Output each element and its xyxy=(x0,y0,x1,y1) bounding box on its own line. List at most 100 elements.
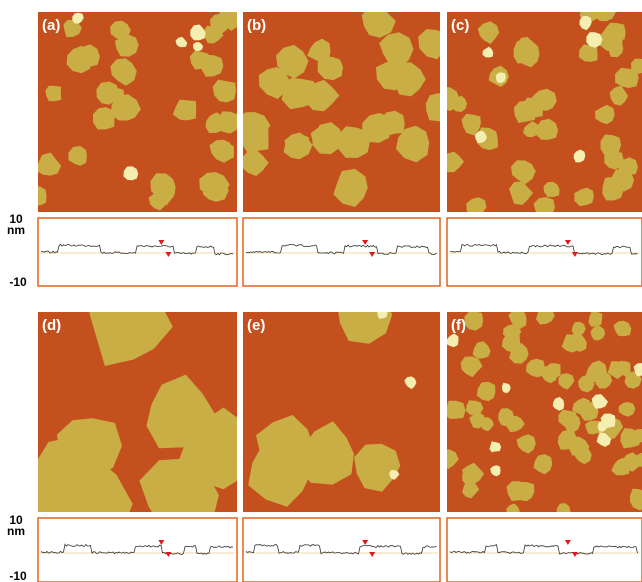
island xyxy=(480,417,494,432)
island xyxy=(558,409,578,429)
island xyxy=(123,166,139,181)
island xyxy=(172,99,197,121)
cursor-marker xyxy=(564,240,571,245)
island xyxy=(354,443,401,492)
cursor-marker xyxy=(571,252,578,257)
cursor-marker xyxy=(362,240,369,245)
profile-trace xyxy=(449,544,638,555)
island xyxy=(533,197,555,212)
island xyxy=(510,160,536,185)
island xyxy=(502,324,522,340)
profile-trace xyxy=(450,243,638,255)
island xyxy=(575,446,592,465)
island xyxy=(361,12,396,38)
island xyxy=(569,333,587,352)
profile-box xyxy=(37,217,238,287)
island xyxy=(317,56,344,81)
island xyxy=(212,79,236,103)
island xyxy=(310,126,334,151)
island xyxy=(217,143,235,161)
island xyxy=(256,415,314,477)
cursor-marker xyxy=(165,252,172,257)
afm-image xyxy=(447,12,642,212)
island xyxy=(618,157,638,176)
island xyxy=(114,34,139,57)
island xyxy=(536,312,555,325)
cursor-marker xyxy=(158,540,165,545)
axis-top: 10 xyxy=(9,212,23,226)
island xyxy=(465,400,484,417)
island xyxy=(203,25,224,44)
island xyxy=(535,118,559,140)
afm-image xyxy=(38,12,237,212)
island xyxy=(489,441,502,453)
island xyxy=(404,376,417,390)
island xyxy=(600,413,616,429)
cursor-marker xyxy=(362,540,369,545)
profile-box xyxy=(37,517,238,582)
island xyxy=(45,85,62,102)
island xyxy=(607,361,625,380)
island xyxy=(574,187,594,207)
island xyxy=(150,173,176,198)
island xyxy=(193,42,204,52)
panel-label: (a) xyxy=(42,17,60,34)
island xyxy=(586,32,603,48)
island xyxy=(89,312,173,366)
island xyxy=(177,407,237,490)
island xyxy=(498,408,515,427)
island xyxy=(110,20,131,41)
island xyxy=(63,20,82,38)
panel-label: (c) xyxy=(451,17,469,34)
island xyxy=(305,79,340,112)
island xyxy=(523,121,539,138)
panel-label: (e) xyxy=(247,317,265,334)
island xyxy=(38,186,47,206)
island xyxy=(578,44,598,62)
island xyxy=(502,382,511,394)
island xyxy=(602,176,624,201)
island xyxy=(556,503,571,512)
island xyxy=(447,151,465,173)
island xyxy=(517,36,534,56)
island xyxy=(418,29,440,60)
island xyxy=(462,470,478,485)
island xyxy=(595,104,615,125)
island xyxy=(622,452,641,472)
island xyxy=(219,111,237,134)
island xyxy=(389,470,400,480)
island xyxy=(258,67,290,99)
island xyxy=(525,358,545,378)
island xyxy=(588,312,603,327)
island xyxy=(284,132,313,158)
island xyxy=(590,325,606,341)
island xyxy=(146,374,215,449)
island xyxy=(630,488,642,511)
cursor-marker xyxy=(369,252,376,257)
island xyxy=(466,197,487,212)
profile-trace xyxy=(245,544,437,555)
cursor-marker xyxy=(564,540,571,545)
profile-trace xyxy=(40,543,234,555)
island xyxy=(462,482,480,499)
island xyxy=(76,44,100,68)
island xyxy=(297,421,354,485)
island xyxy=(593,12,616,22)
axis-unit: nm xyxy=(7,223,25,237)
island xyxy=(395,125,430,163)
island xyxy=(618,402,636,417)
island xyxy=(571,321,586,337)
axis-top: 10 xyxy=(9,513,23,527)
island xyxy=(572,397,591,415)
profile-box xyxy=(446,217,642,287)
panel-label: (b) xyxy=(247,17,266,34)
cursor-marker xyxy=(571,552,578,557)
cursor-marker xyxy=(369,552,376,557)
island xyxy=(338,312,393,344)
island xyxy=(447,87,460,111)
island xyxy=(447,400,466,419)
island xyxy=(175,36,188,48)
island xyxy=(490,465,501,477)
island xyxy=(591,394,608,409)
